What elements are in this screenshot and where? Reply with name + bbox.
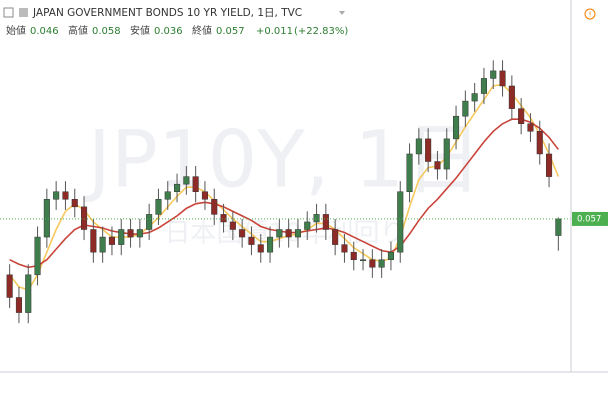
- candle-body: [257, 244, 264, 253]
- dropdown-icon[interactable]: [339, 11, 345, 15]
- candle-body: [62, 191, 69, 200]
- candle-body: [387, 251, 394, 260]
- open-label: 始値: [6, 24, 26, 37]
- candle-body: [285, 229, 292, 238]
- last-price-tag: [572, 211, 608, 226]
- candle-body: [220, 214, 227, 223]
- candle-body: [146, 214, 153, 230]
- candle-body: [462, 100, 469, 117]
- candle-body: [34, 236, 41, 276]
- candle-body: [53, 191, 60, 200]
- axes: 0.057: [572, 211, 608, 226]
- candle-body: [332, 229, 339, 245]
- candle-body: [313, 214, 320, 223]
- candle-body: [425, 138, 432, 162]
- candle-body: [43, 199, 50, 238]
- candle-body: [99, 236, 106, 253]
- candle-body: [443, 138, 450, 170]
- candle-body: [546, 153, 553, 177]
- candle-body: [6, 274, 13, 298]
- candle-body: [378, 259, 385, 268]
- candle-body: [360, 259, 367, 261]
- candle-body: [118, 229, 125, 245]
- change-value: +0.011: [256, 26, 293, 37]
- candle-body: [304, 221, 311, 230]
- candle-body: [192, 176, 199, 192]
- candle-body: [453, 115, 460, 140]
- candle-body: [248, 236, 255, 245]
- plot: [0, 60, 571, 324]
- candle-body: [555, 218, 562, 236]
- candle-body: [471, 93, 478, 102]
- low-value: 0.036: [154, 26, 183, 37]
- alert-icon-mark: !: [589, 11, 592, 19]
- candle-body: [350, 251, 357, 260]
- open-value: 0.046: [30, 26, 59, 37]
- low-label: 安値: [130, 24, 150, 37]
- last-price-label: 0.057: [577, 214, 601, 224]
- candle-body: [71, 199, 78, 208]
- change-percent: (+22.83%): [294, 26, 348, 37]
- candle-body: [406, 153, 413, 192]
- close-label: 終値: [192, 24, 212, 37]
- candle-body: [201, 191, 208, 200]
- collapse-icon[interactable]: [3, 7, 14, 18]
- candle-body: [415, 138, 422, 155]
- candle-body: [155, 199, 162, 215]
- candle-body: [174, 183, 181, 192]
- candle-body: [490, 70, 497, 79]
- header-title: JAPAN GOVERNMENT BONDS 10 YR YIELD, 1日, …: [32, 7, 302, 19]
- candle-body: [434, 161, 441, 170]
- candle-body: [276, 229, 283, 238]
- candle-body: [341, 244, 348, 253]
- candle-body: [108, 236, 115, 245]
- watermark: JP10Y, 1日: [83, 115, 482, 205]
- candle-body: [90, 229, 97, 253]
- candle-body: [527, 123, 534, 132]
- candle-body: [508, 85, 515, 109]
- candle-body: [127, 229, 134, 238]
- candle-body: [15, 297, 22, 313]
- candle-body: [294, 229, 301, 238]
- candle-body: [499, 70, 506, 87]
- candle-body: [183, 176, 190, 185]
- candle-body: [322, 214, 329, 230]
- candle-body: [164, 191, 171, 200]
- candle-body: [397, 191, 404, 253]
- moving-average: [9, 118, 559, 269]
- candle-body: [25, 274, 32, 313]
- candle-body: [81, 206, 88, 230]
- candle-body: [239, 229, 246, 238]
- candle-body: [518, 108, 525, 125]
- alert-icon[interactable]: [584, 8, 596, 20]
- candle-body: [136, 229, 143, 238]
- candle-body: [480, 78, 487, 94]
- symbol-icon: [19, 8, 28, 17]
- candle-body: [267, 236, 274, 253]
- candle-body: [536, 131, 543, 155]
- close-value: 0.057: [216, 26, 245, 37]
- candle-body: [369, 259, 376, 268]
- candle-body: [211, 199, 218, 215]
- candle-body: [229, 221, 236, 230]
- high-value: 0.058: [92, 26, 121, 37]
- high-label: 高値: [68, 24, 88, 37]
